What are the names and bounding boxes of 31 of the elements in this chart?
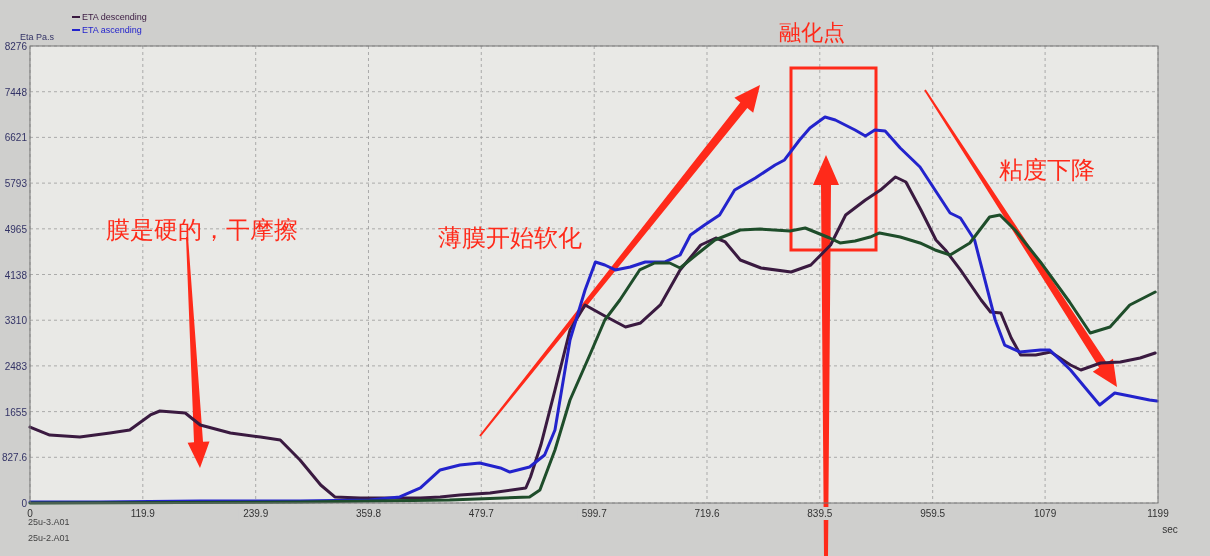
x-tick-label: 839.5: [807, 508, 833, 519]
legend-label: ETA descending: [82, 12, 147, 22]
y-tick-label: 6621: [4, 132, 28, 144]
annotation: 粘度下降: [999, 156, 1095, 183]
y-tick-label: 4965: [4, 223, 28, 235]
x-tick-label: 599.7: [581, 508, 608, 519]
y-tick-label: 5793: [4, 178, 28, 190]
y-tick-label: 0: [21, 498, 28, 509]
legend-label: ETA ascending: [82, 25, 142, 35]
y-tick-label: 2483: [4, 360, 28, 372]
annotation: 薄膜开始软化: [438, 224, 582, 251]
x-tick-label: 959.5: [920, 508, 946, 519]
y-tick-label: 3310: [4, 315, 28, 327]
x-axis-title: sec: [1162, 524, 1178, 535]
x-tick-label: 359.8: [355, 508, 382, 519]
text: 25u-2.A01: [28, 533, 70, 543]
text: 融化点: [779, 20, 845, 45]
x-tick-label: 719.6: [694, 508, 720, 519]
x-tick-label: 1079: [1033, 508, 1057, 519]
annotation: 膜是硬的，干摩擦: [106, 216, 298, 243]
x-tick-label: 119.9: [130, 508, 156, 519]
y-axis-title: Eta Pa.s: [20, 32, 55, 42]
x-tick-label: 239.9: [243, 508, 269, 519]
x-tick-label: 479.7: [468, 508, 495, 519]
y-tick-label: 1655: [4, 406, 28, 418]
text: 25u-3.A01: [28, 517, 70, 527]
y-tick-label: 8276: [4, 41, 28, 52]
y-tick-label: 827.6: [1, 452, 28, 464]
x-tick-label: 1199: [1147, 508, 1170, 519]
y-tick-label: 7448: [4, 86, 28, 98]
y-tick-label: 4138: [4, 269, 28, 281]
